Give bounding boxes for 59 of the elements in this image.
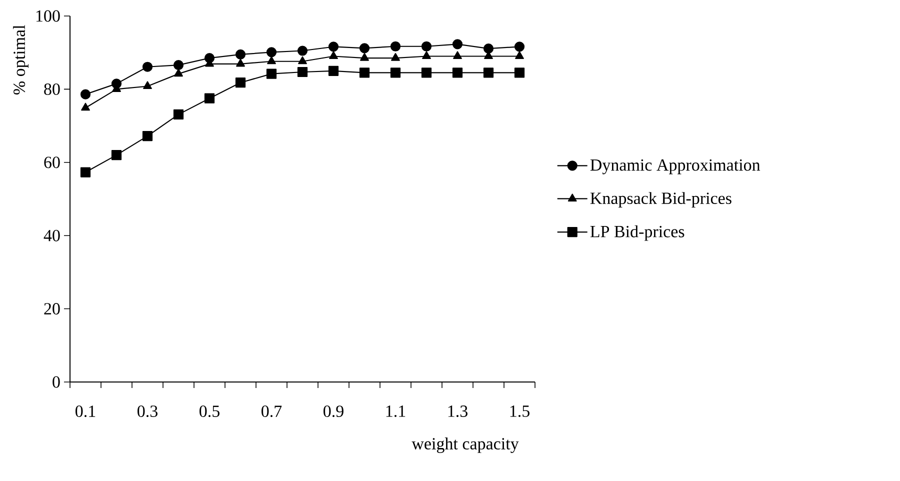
point: [514, 68, 525, 78]
point: [173, 109, 184, 120]
point: [236, 58, 245, 67]
x-tick-label: 1.3: [448, 406, 468, 418]
x-axis-title: weight capacity: [412, 438, 519, 453]
point: [174, 68, 183, 77]
point: [204, 93, 215, 104]
point: [80, 89, 91, 100]
x-tick-label: 0.5: [200, 406, 220, 418]
point: [483, 68, 494, 78]
point: [298, 56, 307, 64]
point: [452, 68, 463, 78]
x-tick-label: 0.9: [324, 406, 344, 418]
point: [360, 53, 369, 61]
x-tick-label: 1.5: [510, 406, 530, 417]
point: [235, 78, 246, 88]
point: [422, 51, 431, 60]
point: [390, 68, 401, 78]
legend-label: Knapsack Bid-prices: [590, 192, 732, 208]
x-tick-label: 0.3: [138, 406, 158, 418]
y-tick-label: 40: [44, 230, 60, 242]
x-tick-label: 0.7: [262, 406, 282, 418]
point: [142, 130, 153, 142]
point: [297, 66, 308, 78]
point: [390, 41, 401, 52]
point: [328, 42, 339, 52]
legend-label: Dynamic Approximation: [590, 159, 760, 174]
y-tick-label: 60: [44, 156, 60, 168]
point: [421, 41, 432, 52]
point: [483, 44, 494, 54]
point: [515, 51, 524, 60]
y-axis-title: % optimal: [13, 25, 28, 95]
point: [111, 150, 122, 160]
legend-label: LP Bid-prices: [590, 225, 684, 241]
point: [297, 46, 308, 56]
point: [143, 81, 152, 90]
x-tick-label: 1.1: [386, 406, 406, 417]
y-tick-label: 100: [36, 10, 60, 22]
x-tick-label: 0.1: [76, 406, 96, 418]
point: [514, 42, 525, 52]
point: [452, 39, 463, 50]
point: [173, 60, 184, 70]
point: [266, 68, 277, 79]
point: [391, 53, 400, 61]
point: [328, 66, 339, 76]
point: [80, 167, 91, 178]
y-tick-label: 80: [44, 83, 60, 95]
point: [81, 102, 90, 111]
y-tick-label: 20: [44, 303, 60, 315]
point: [421, 68, 432, 78]
point: [359, 43, 370, 54]
point: [266, 47, 277, 58]
point: [267, 56, 276, 64]
point: [453, 51, 462, 60]
point: [235, 49, 246, 60]
y-tick-label: 0: [52, 376, 60, 388]
point: [142, 62, 153, 72]
point: [329, 51, 338, 60]
point: [359, 68, 370, 78]
